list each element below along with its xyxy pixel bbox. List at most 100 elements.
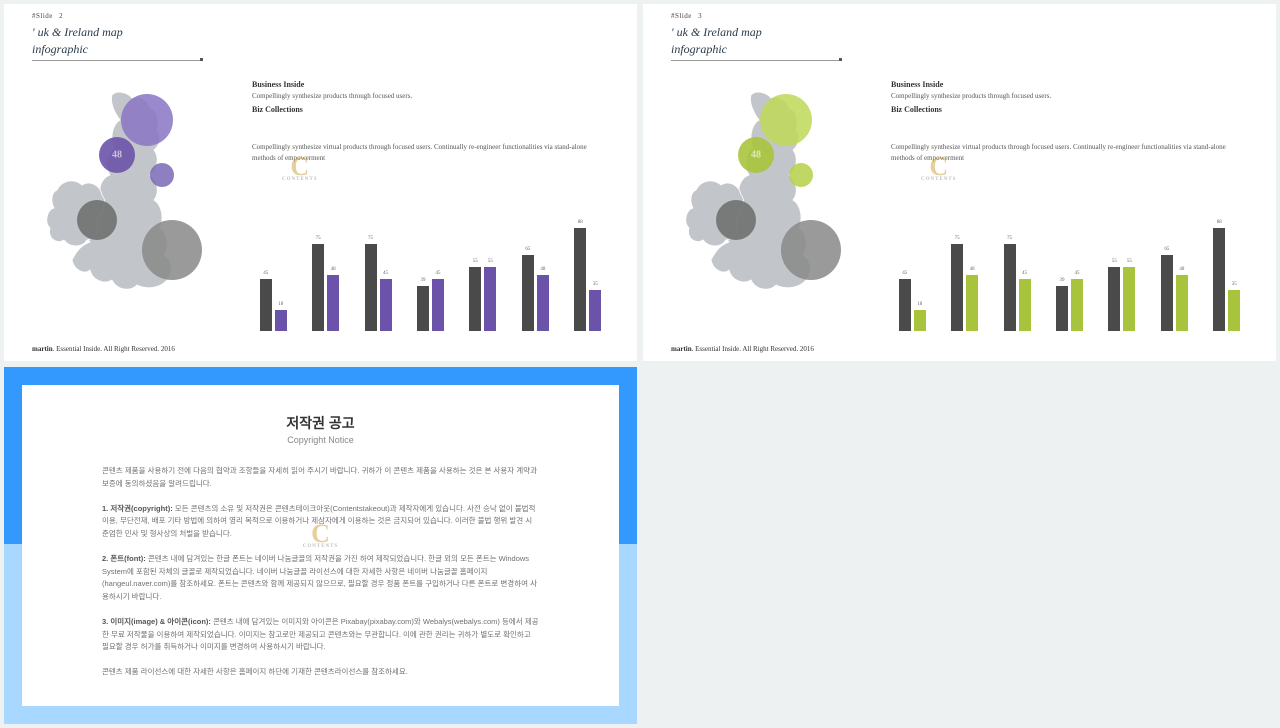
bar-value: 75 <box>368 236 373 241</box>
bar-value: 39 <box>420 278 425 283</box>
map-bubble <box>781 220 841 280</box>
bar-value: 45 <box>902 271 907 276</box>
slide-label: #Slide <box>671 12 692 20</box>
copyright-p4: 콘텐츠 제품 라이선스에 대한 자세한 사항은 홈페이지 하단에 기재한 콘텐츠… <box>102 666 539 679</box>
bar-value: 39 <box>1059 278 1064 283</box>
bar-value: 55 <box>1112 259 1117 264</box>
heading-collections: Biz Collections <box>252 105 609 114</box>
copyright-p2: 2. 폰트(font): 콘텐츠 내에 담겨있는 한글 폰트는 네이버 나눔글꼴… <box>102 553 539 604</box>
slide-number: 3 <box>698 12 702 20</box>
bar-chart: 45 18 75 48 75 45 39 45 55 55 65 48 88 3… <box>891 216 1248 331</box>
footer-text: . Essential Inside. All Right Reserved. … <box>53 345 175 353</box>
title-rule <box>671 60 841 61</box>
slide-header: #Slide 3 <box>671 12 702 20</box>
body-text: Compellingly synthesize products through… <box>891 92 1248 101</box>
bar-value: 75 <box>955 236 960 241</box>
copyright-intro: 콘텐츠 제품을 사용하기 전에 다음의 협약과 조항들을 자세히 읽어 주시기 … <box>102 465 539 491</box>
text-block-1: Business Inside Compellingly synthesize … <box>252 80 609 117</box>
bar-dark: 75 <box>365 244 377 332</box>
bar-value: 88 <box>1217 220 1222 225</box>
heading-business: Business Inside <box>891 80 1248 89</box>
bar-dark: 45 <box>899 279 911 332</box>
bar-value: 18 <box>917 302 922 307</box>
footer-text: . Essential Inside. All Right Reserved. … <box>692 345 814 353</box>
bar-value: 65 <box>1164 247 1169 252</box>
map-bubble <box>760 94 812 146</box>
copyright-subtitle: Copyright Notice <box>102 435 539 445</box>
map-bubble <box>121 94 173 146</box>
bar-dark: 65 <box>522 255 534 331</box>
bar-accent: 45 <box>380 279 392 332</box>
title-rule <box>32 60 202 61</box>
bar-value: 45 <box>383 271 388 276</box>
bar-dark: 55 <box>1108 267 1120 331</box>
chart-group: 75 48 <box>943 244 985 332</box>
bar-chart: 45 18 75 48 75 45 39 45 55 55 65 48 88 3… <box>252 216 609 331</box>
chart-group: 65 48 <box>514 255 556 331</box>
bar-value: 48 <box>331 267 336 272</box>
slide-3: #Slide 3 ' uk & Ireland map infographic … <box>643 4 1276 361</box>
chart-group: 88 35 <box>1206 228 1248 331</box>
bar-value: 45 <box>435 271 440 276</box>
bar-value: 48 <box>1179 267 1184 272</box>
map-bubble-label: 48 <box>751 149 761 160</box>
title-dot <box>200 58 203 61</box>
bar-value: 55 <box>473 259 478 264</box>
copyright-p3: 3. 이미지(image) & 아이콘(icon): 콘텐츠 내에 담겨있는 이… <box>102 616 539 654</box>
text-chart-column: Business Inside Compellingly synthesize … <box>891 80 1248 331</box>
copyright-slide: 저작권 공고 Copyright Notice 콘텐츠 제품을 사용하기 전에 … <box>4 367 637 724</box>
bar-value: 88 <box>578 220 583 225</box>
bar-accent: 45 <box>1071 279 1083 332</box>
chart-group: 75 45 <box>357 244 399 332</box>
bar-accent: 48 <box>537 275 549 331</box>
title-dot <box>839 58 842 61</box>
bar-dark: 65 <box>1161 255 1173 331</box>
chart-group: 39 45 <box>1048 279 1090 332</box>
text-chart-column: Business Inside Compellingly synthesize … <box>252 80 609 331</box>
body-text: Compellingly synthesize products through… <box>252 92 609 101</box>
bar-accent: 55 <box>1123 267 1135 331</box>
bar-accent: 45 <box>1019 279 1031 332</box>
slide-footer: martin. Essential Inside. All Right Rese… <box>32 345 175 353</box>
map-column: 48 <box>32 80 252 331</box>
bar-value: 48 <box>970 267 975 272</box>
chart-group: 45 18 <box>252 279 294 332</box>
bar-dark: 75 <box>1004 244 1016 332</box>
chart-group: 55 55 <box>1101 267 1143 331</box>
copyright-title: 저작권 공고 <box>102 413 539 433</box>
bar-dark: 88 <box>1213 228 1225 331</box>
watermark-icon: CCONTENTS <box>921 158 957 182</box>
chart-group: 45 18 <box>891 279 933 332</box>
bar-accent: 48 <box>1176 275 1188 331</box>
copyright-panel: 저작권 공고 Copyright Notice 콘텐츠 제품을 사용하기 전에 … <box>22 385 619 706</box>
bar-value: 75 <box>316 236 321 241</box>
footer-author: martin <box>32 345 53 353</box>
bar-accent: 55 <box>484 267 496 331</box>
chart-group: 39 45 <box>409 279 451 332</box>
map-bubble <box>716 200 756 240</box>
map-bubble <box>150 163 174 187</box>
empty-cell <box>643 367 1276 724</box>
map-bubble <box>789 163 813 187</box>
map-column: 48 <box>671 80 891 331</box>
bar-accent: 35 <box>589 290 601 331</box>
slide-title: ' uk & Ireland map infographic <box>671 24 762 58</box>
bar-dark: 75 <box>312 244 324 332</box>
slide-header: #Slide 2 <box>32 12 63 20</box>
bar-value: 55 <box>488 259 493 264</box>
map-bubble <box>142 220 202 280</box>
slide-footer: martin. Essential Inside. All Right Rese… <box>671 345 814 353</box>
footer-author: martin <box>671 345 692 353</box>
bar-accent: 48 <box>966 275 978 331</box>
bar-accent: 35 <box>1228 290 1240 331</box>
bar-value: 45 <box>1022 271 1027 276</box>
bar-value: 45 <box>1074 271 1079 276</box>
bar-accent: 45 <box>432 279 444 332</box>
bar-value: 55 <box>1127 259 1132 264</box>
bar-value: 45 <box>263 271 268 276</box>
heading-collections: Biz Collections <box>891 105 1248 114</box>
bar-value: 65 <box>525 247 530 252</box>
chart-group: 75 48 <box>304 244 346 332</box>
bar-accent: 48 <box>327 275 339 331</box>
chart-group: 65 48 <box>1153 255 1195 331</box>
